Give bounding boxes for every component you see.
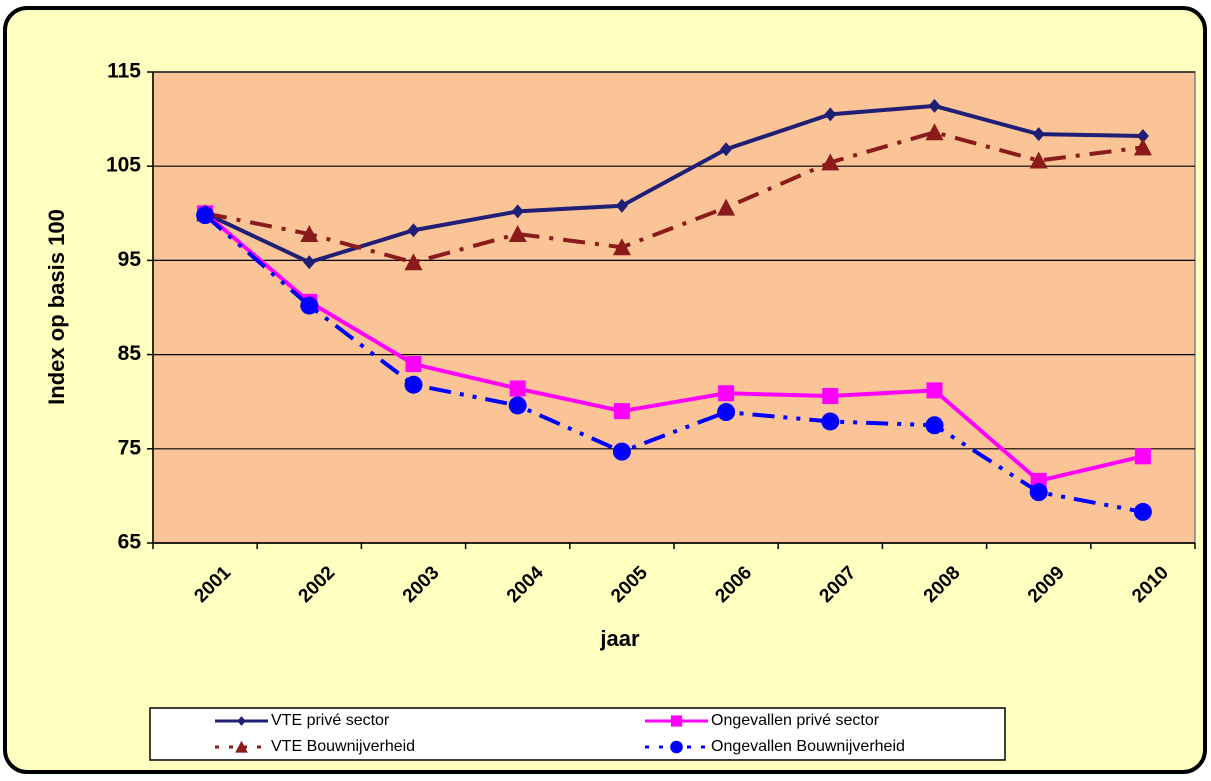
marker [509,380,526,397]
marker [928,98,941,113]
marker [718,385,735,402]
marker [717,198,736,216]
marker [821,412,840,431]
marker [300,225,319,243]
y-tick-label: 75 [118,436,142,459]
marker [1133,502,1152,521]
series-line [203,211,1144,484]
marker [1133,138,1152,156]
y-tick-label: 85 [118,342,142,365]
series-line [204,130,1144,265]
legend-label: Ongevallen privé sector [711,712,880,729]
legend [149,707,1006,761]
marker [1134,448,1151,465]
marker [1029,151,1048,169]
legend-label: VTE privé sector [271,712,390,729]
x-axis-label: jaar [599,626,640,651]
marker [612,442,631,461]
marker [613,403,630,420]
marker [717,403,736,422]
y-axis-label: Index op basis 100 [44,209,69,405]
marker [824,107,837,122]
marker [926,382,943,399]
marker [405,356,422,373]
series-line [203,213,1144,514]
legend-label: Ongevallen Bouwnijverheid [711,738,905,755]
marker [1032,127,1045,142]
marker [1136,129,1149,144]
y-tick-label: 95 [118,248,142,271]
marker [925,416,944,435]
legend-label: VTE Bouwnijverheid [271,738,415,755]
marker [720,142,733,157]
marker [508,396,527,415]
marker [303,255,316,270]
marker [612,238,631,256]
marker [407,223,420,238]
marker [670,715,683,727]
marker [1029,483,1048,502]
marker [300,296,319,315]
marker [237,716,246,726]
marker [508,225,527,243]
y-tick-label: 105 [106,154,141,177]
marker [670,740,683,754]
marker [235,740,248,753]
marker [511,204,524,219]
y-tick-label: 115 [107,60,141,83]
y-tick-label: 65 [118,531,142,554]
marker [404,375,423,394]
marker [925,123,944,141]
marker [196,206,215,225]
marker [404,253,423,271]
marker [822,388,839,405]
marker [615,198,628,213]
marker [821,153,840,171]
